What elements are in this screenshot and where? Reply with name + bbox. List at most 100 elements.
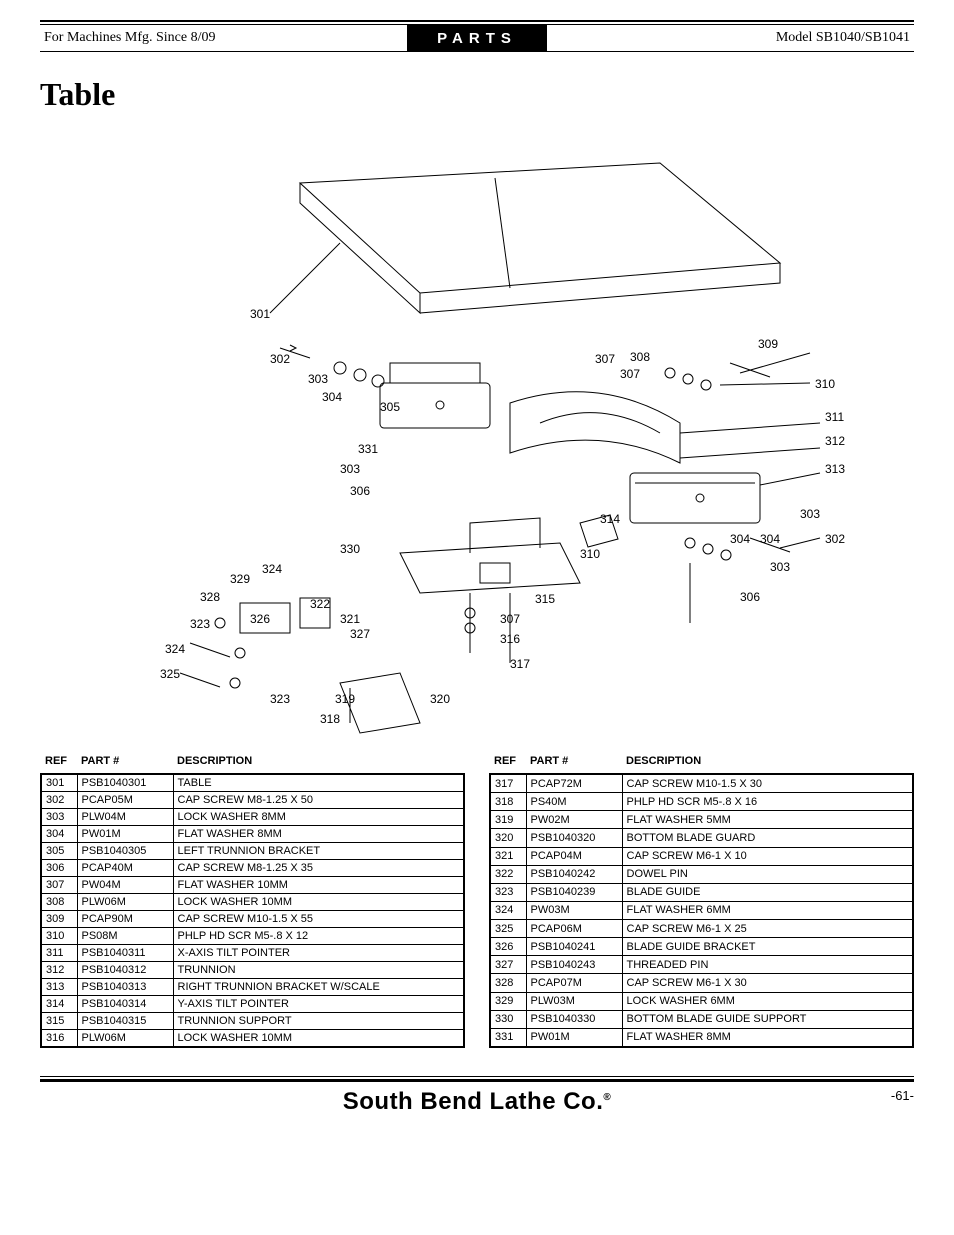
cell-desc: RIGHT TRUNNION BRACKET W/SCALE: [173, 979, 464, 996]
cell-part: PLW04M: [77, 809, 173, 826]
cell-part: PCAP06M: [526, 920, 622, 938]
cell-part: PSB1040305: [77, 843, 173, 860]
cell-part: PSB1040314: [77, 996, 173, 1013]
cell-ref: 316: [41, 1030, 77, 1048]
cell-ref: 325: [490, 920, 526, 938]
cell-ref: 319: [490, 811, 526, 829]
svg-text:310: 310: [815, 377, 835, 391]
cell-part: PSB1040311: [77, 945, 173, 962]
svg-text:327: 327: [350, 627, 370, 641]
table-row: 331PW01MFLAT WASHER 8MM: [490, 1028, 913, 1047]
cell-ref: 326: [490, 938, 526, 956]
cell-part: PW03M: [526, 901, 622, 919]
table-row: 304PW01MFLAT WASHER 8MM: [41, 826, 464, 843]
svg-text:324: 324: [262, 562, 282, 576]
cell-part: PSB1040330: [526, 1010, 622, 1028]
cell-ref: 314: [41, 996, 77, 1013]
cell-desc: CAP SCREW M8-1.25 X 50: [173, 792, 464, 809]
cell-desc: LOCK WASHER 10MM: [173, 894, 464, 911]
svg-text:310: 310: [580, 547, 600, 561]
cell-part: PSB1040301: [77, 774, 173, 792]
cell-part: PSB1040320: [526, 829, 622, 847]
cell-part: PSB1040239: [526, 883, 622, 901]
cell-desc: CAP SCREW M6-1 X 25: [622, 920, 913, 938]
cell-part: PSB1040312: [77, 962, 173, 979]
page-header: For Machines Mfg. Since 8/09 PARTS Model…: [40, 24, 914, 52]
cell-desc: BLADE GUIDE BRACKET: [622, 938, 913, 956]
cell-part: PCAP90M: [77, 911, 173, 928]
col-ref: REF: [41, 751, 77, 774]
table-row: 314PSB1040314Y-AXIS TILT POINTER: [41, 996, 464, 1013]
table-row: 302PCAP05MCAP SCREW M8-1.25 X 50: [41, 792, 464, 809]
svg-text:323: 323: [270, 692, 290, 706]
table-row: 320PSB1040320BOTTOM BLADE GUARD: [490, 829, 913, 847]
cell-desc: LOCK WASHER 6MM: [622, 992, 913, 1010]
cell-ref: 321: [490, 847, 526, 865]
header-center: PARTS: [407, 25, 547, 51]
table-row: 324PW03MFLAT WASHER 6MM: [490, 901, 913, 919]
cell-desc: LEFT TRUNNION BRACKET: [173, 843, 464, 860]
cell-ref: 308: [41, 894, 77, 911]
cell-desc: CAP SCREW M6-1 X 10: [622, 847, 913, 865]
svg-text:303: 303: [800, 507, 820, 521]
svg-text:309: 309: [758, 337, 778, 351]
cell-ref: 309: [41, 911, 77, 928]
footer-brand: South Bend Lathe Co.®: [343, 1088, 612, 1116]
col-part: PART #: [77, 751, 173, 774]
cell-desc: BLADE GUIDE: [622, 883, 913, 901]
cell-ref: 313: [41, 979, 77, 996]
cell-ref: 315: [41, 1013, 77, 1030]
cell-part: PSB1040241: [526, 938, 622, 956]
cell-part: PW04M: [77, 877, 173, 894]
table-row: 313PSB1040313RIGHT TRUNNION BRACKET W/SC…: [41, 979, 464, 996]
svg-text:319: 319: [335, 692, 355, 706]
svg-text:302: 302: [270, 352, 290, 366]
svg-text:302: 302: [825, 532, 845, 546]
svg-text:307: 307: [620, 367, 640, 381]
header-left: For Machines Mfg. Since 8/09: [40, 30, 407, 46]
svg-text:317: 317: [510, 657, 530, 671]
cell-ref: 322: [490, 865, 526, 883]
col-ref: REF: [490, 751, 526, 774]
cell-desc: FLAT WASHER 8MM: [622, 1028, 913, 1047]
cell-ref: 320: [490, 829, 526, 847]
table-row: 311PSB1040311X-AXIS TILT POINTER: [41, 945, 464, 962]
cell-desc: TRUNNION: [173, 962, 464, 979]
top-rule: [40, 20, 914, 22]
cell-part: PSB1040243: [526, 956, 622, 974]
svg-text:329: 329: [230, 572, 250, 586]
cell-part: PSB1040313: [77, 979, 173, 996]
col-part: PART #: [526, 751, 622, 774]
table-row: 310PS08MPHLP HD SCR M5-.8 X 12: [41, 928, 464, 945]
cell-ref: 303: [41, 809, 77, 826]
table-row: 301PSB1040301TABLE: [41, 774, 464, 792]
svg-text:303: 303: [308, 372, 328, 386]
cell-desc: FLAT WASHER 8MM: [173, 826, 464, 843]
svg-text:305: 305: [380, 400, 400, 414]
cell-ref: 305: [41, 843, 77, 860]
svg-text:304: 304: [322, 390, 342, 404]
cell-ref: 324: [490, 901, 526, 919]
cell-desc: LOCK WASHER 8MM: [173, 809, 464, 826]
page-footer: South Bend Lathe Co.® -61-: [40, 1088, 914, 1116]
svg-text:311: 311: [825, 410, 844, 424]
table-row: 322PSB1040242DOWEL PIN: [490, 865, 913, 883]
cell-part: PCAP72M: [526, 774, 622, 793]
cell-ref: 302: [41, 792, 77, 809]
footer-brand-text: South Bend Lathe Co.: [343, 1088, 604, 1115]
cell-part: PLW06M: [77, 1030, 173, 1048]
table-row: 325PCAP06MCAP SCREW M6-1 X 25: [490, 920, 913, 938]
cell-ref: 312: [41, 962, 77, 979]
svg-text:326: 326: [250, 612, 270, 626]
table-row: 307PW04MFLAT WASHER 10MM: [41, 877, 464, 894]
cell-desc: CAP SCREW M8-1.25 X 35: [173, 860, 464, 877]
svg-text:323: 323: [190, 617, 210, 631]
table-row: 319PW02MFLAT WASHER 5MM: [490, 811, 913, 829]
svg-text:308: 308: [630, 350, 650, 364]
cell-ref: 328: [490, 974, 526, 992]
cell-part: PW01M: [526, 1028, 622, 1047]
cell-desc: X-AXIS TILT POINTER: [173, 945, 464, 962]
cell-ref: 323: [490, 883, 526, 901]
cell-desc: Y-AXIS TILT POINTER: [173, 996, 464, 1013]
parts-table-left: REF PART # DESCRIPTION 301PSB1040301TABL…: [40, 751, 465, 1048]
